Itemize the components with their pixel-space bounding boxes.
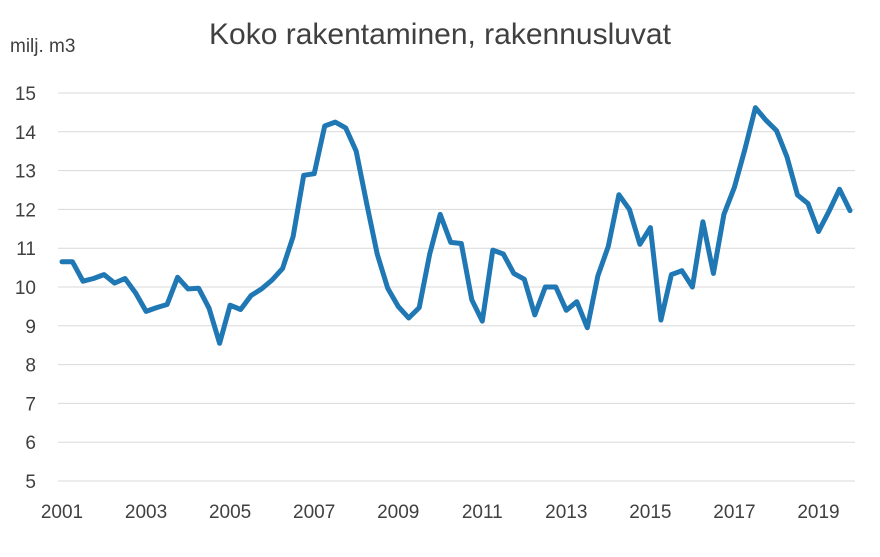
x-tick-label: 2015	[629, 502, 671, 523]
x-tick-label: 2009	[377, 502, 419, 523]
x-tick-label: 2017	[713, 502, 755, 523]
y-tick-label: 7	[25, 394, 36, 415]
y-tick-label: 12	[15, 200, 36, 221]
y-tick-label: 5	[25, 472, 36, 493]
y-axis-unit-label: milj. m3	[10, 36, 76, 57]
x-tick-label: 2007	[293, 502, 335, 523]
y-tick-label: 6	[25, 433, 36, 454]
y-tick-label: 15	[15, 84, 36, 105]
y-tick-label: 8	[25, 356, 36, 377]
x-tick-label: 2001	[41, 502, 83, 523]
y-tick-label: 11	[16, 239, 36, 260]
y-tick-label: 10	[15, 278, 36, 299]
x-tick-label: 2005	[209, 502, 251, 523]
y-tick-label: 9	[25, 317, 36, 338]
series-line-0	[59, 105, 853, 346]
y-tick-label: 14	[15, 123, 37, 144]
x-tick-label: 2019	[797, 502, 839, 523]
x-tick-label: 2003	[125, 502, 167, 523]
y-tick-label: 13	[15, 162, 36, 183]
chart-title: Koko rakentaminen, rakennusluvat	[209, 18, 671, 51]
x-tick-label: 2011	[462, 502, 503, 523]
x-tick-label: 2013	[545, 502, 587, 523]
